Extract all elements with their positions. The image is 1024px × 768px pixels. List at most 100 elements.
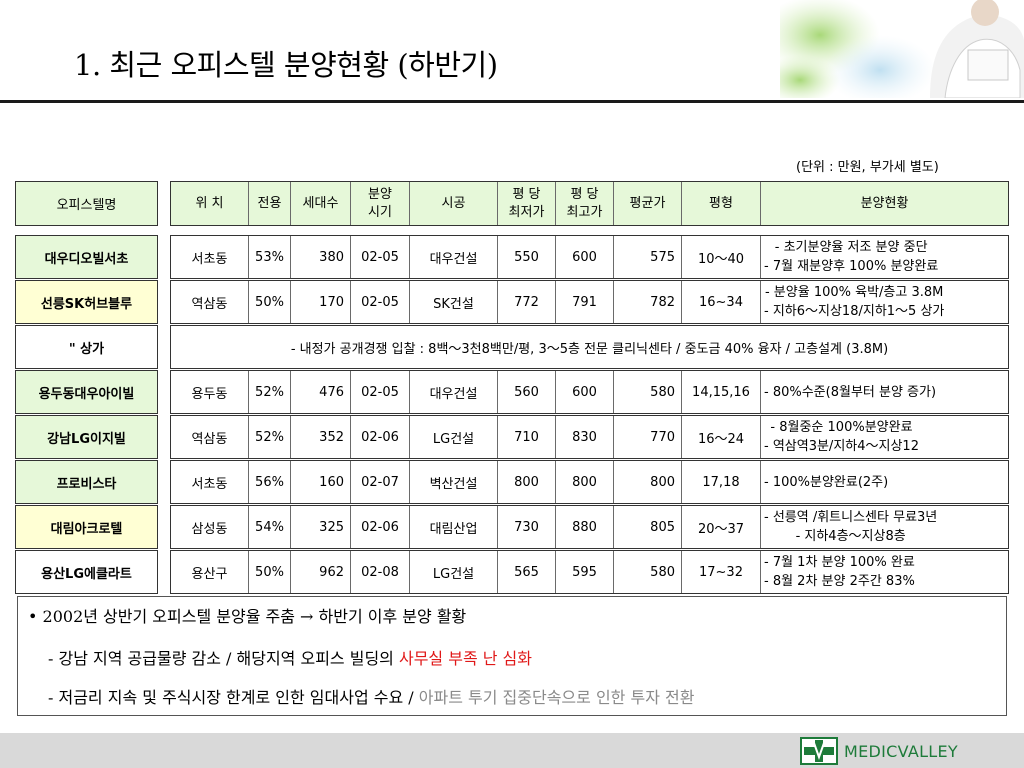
status-lines: - 초기분양율 저조 분양 중단 - 7월 재분양후 100% 분양완료 <box>764 238 938 276</box>
header-decoration-image <box>780 0 1024 98</box>
col-header-exclusive: 전용 <box>249 182 291 225</box>
cell-sale-period: 02-06 <box>351 416 410 458</box>
cell-units: 160 <box>291 461 351 503</box>
cell-units: 962 <box>291 551 351 593</box>
row-name-3: " 상가 <box>15 325 158 369</box>
cell-status: - 80%수준(8월부터 분양 증가) <box>761 371 1008 413</box>
cell-avg-price: 580 <box>614 551 682 593</box>
cell-max-price: 600 <box>556 236 614 278</box>
summary-line-3: - 저금리 지속 및 주식시장 한계로 인한 임대사업 수요 / 아파트 투기 … <box>48 684 694 708</box>
cell-units: 380 <box>291 236 351 278</box>
summary-line-1: • 2002년 상반기 오피스텔 분양율 주춤 → 하반기 이후 분양 활황 <box>28 607 467 626</box>
status-line: - 선릉역 /휘트니스센타 무료3년 <box>764 510 938 525</box>
cell-exclusive: 52% <box>249 371 291 413</box>
status-line: - 100%분양완료(2주) <box>764 474 889 490</box>
cell-avg-price: 805 <box>614 506 682 548</box>
status-line: - 지하4층～지상8층 <box>795 529 906 544</box>
status-line: - 8월 2차 분양 2주간 83% <box>764 574 915 589</box>
summary-line-2: - 강남 지역 공급물량 감소 / 해당지역 오피스 빌딩의 사무실 부족 난 … <box>48 645 532 669</box>
cell-min-price: 710 <box>498 416 556 458</box>
row-name-4: 용두동대우아이빌 <box>15 370 158 414</box>
status-line: - 초기분양율 저조 분양 중단 <box>774 240 928 255</box>
col-header-location: 위 치 <box>171 182 249 225</box>
cell-location: 역삼동 <box>171 416 249 458</box>
brand-logo: MEDICVALLEY <box>800 737 958 765</box>
col-header-min-price: 평 당 최저가 <box>498 182 556 225</box>
unit-note: (단위 : 만원, 부가세 별도) <box>796 160 939 175</box>
name-column-header: 오피스텔명 <box>15 181 158 226</box>
status-lines: - 7월 1차 분양 100% 완료 - 8월 2차 분양 2주간 83% <box>764 553 915 591</box>
status-lines: - 100%분양완료(2주) <box>764 473 888 492</box>
status-line: - 역삼역3분/지하4～지상12 <box>764 439 919 454</box>
cell-sale-period: 02-07 <box>351 461 410 503</box>
title-divider <box>0 100 1024 103</box>
row-name-7: 대림아크로텔 <box>15 505 158 549</box>
cell-size: 16~34 <box>682 281 761 323</box>
cell-min-price: 550 <box>498 236 556 278</box>
cell-avg-price: 800 <box>614 461 682 503</box>
cell-avg-price: 580 <box>614 371 682 413</box>
merged-cell: - 내정가 공개경쟁 입찰 : 8백～3천8백만/평, 3～5층 전문 클리닉센… <box>290 341 889 357</box>
medicvalley-logo-icon <box>800 737 838 765</box>
cell-exclusive: 50% <box>249 281 291 323</box>
status-lines: - 80%수준(8월부터 분양 증가) <box>764 383 936 402</box>
cell-builder: SK건설 <box>410 281 498 323</box>
table-row: - 내정가 공개경쟁 입찰 : 8백～3천8백만/평, 3～5층 전문 클리닉센… <box>170 325 1009 369</box>
summary-line-2-text: - 강남 지역 공급물량 감소 / 해당지역 오피스 빌딩의 <box>48 649 399 668</box>
cell-size: 10～40 <box>682 236 761 278</box>
col-header-units: 세대수 <box>291 182 351 225</box>
cell-size: 17~32 <box>682 551 761 593</box>
col-header-avg-price: 평균가 <box>614 182 682 225</box>
status-lines: - 분양율 100% 육박/층고 3.8M - 지하6～지상18/지하1～5 상가 <box>764 283 944 321</box>
cell-units: 476 <box>291 371 351 413</box>
summary-line-3-highlight: 아파트 투기 집중단속으로 인한 투자 전환 <box>418 688 695 707</box>
cell-exclusive: 56% <box>249 461 291 503</box>
cell-location: 서초동 <box>171 461 249 503</box>
cell-sale-period: 02-08 <box>351 551 410 593</box>
row-name-5: 강남LG이지빌 <box>15 415 158 459</box>
status-line: - 80%수준(8월부터 분양 증가) <box>764 384 937 400</box>
cell-location: 용두동 <box>171 371 249 413</box>
status-lines: - 8월중순 100%분양완료 - 역삼역3분/지하4～지상12 <box>764 418 919 456</box>
cell-max-price: 791 <box>556 281 614 323</box>
cell-location: 서초동 <box>171 236 249 278</box>
cell-min-price: 565 <box>498 551 556 593</box>
cell-exclusive: 52% <box>249 416 291 458</box>
status-lines: - 선릉역 /휘트니스센타 무료3년 - 지하4층～지상8층 <box>764 508 937 546</box>
cell-status: - 8월중순 100%분양완료 - 역삼역3분/지하4～지상12 <box>761 416 1008 458</box>
cell-sale-period: 02-05 <box>351 281 410 323</box>
cell-sale-period: 02-05 <box>351 371 410 413</box>
table-row: 서초동 53% 380 02-05 대우건설 550 600 575 10～40- 초기분양율 … <box>170 235 1009 279</box>
brand-name: MEDICVALLEY <box>844 741 959 761</box>
footer-bar <box>0 733 1024 768</box>
row-name-2: 선릉SK허브블루 <box>15 280 158 324</box>
row-name-1: 대우디오빌서초 <box>15 235 158 279</box>
cell-size: 20～37 <box>682 506 761 548</box>
cell-avg-price: 575 <box>614 236 682 278</box>
row-name-6: 프로비스타 <box>15 460 158 504</box>
cell-builder: 대우건설 <box>410 236 498 278</box>
cell-max-price: 830 <box>556 416 614 458</box>
cell-size: 16～24 <box>682 416 761 458</box>
table-row: 용산구 50% 962 02-08 LG건설 565 595 580 17~32- 7월 1차 … <box>170 550 1009 594</box>
row-name-8: 용산LG에클라트 <box>15 550 158 594</box>
cell-builder: 대우건설 <box>410 371 498 413</box>
cell-sale-period: 02-06 <box>351 506 410 548</box>
col-header-size: 평형 <box>682 182 761 225</box>
cell-status: - 선릉역 /휘트니스센타 무료3년 - 지하4층～지상8층 <box>761 506 1008 548</box>
cell-location: 역삼동 <box>171 281 249 323</box>
cell-builder: LG건설 <box>410 416 498 458</box>
col-header-builder: 시공 <box>410 182 498 225</box>
status-line: - 8월중순 100%분양완료 <box>770 420 913 435</box>
cell-min-price: 800 <box>498 461 556 503</box>
cell-units: 325 <box>291 506 351 548</box>
cell-status: - 분양율 100% 육박/층고 3.8M - 지하6～지상18/지하1～5 상가 <box>761 281 1008 323</box>
table-row: 역삼동 52% 352 02-06 LG건설 710 830 770 16～24- 8월중순 1… <box>170 415 1009 459</box>
summary-box: • 2002년 상반기 오피스텔 분양율 주춤 → 하반기 이후 분양 활황 -… <box>17 596 1007 716</box>
cell-exclusive: 53% <box>249 236 291 278</box>
summary-line-2-highlight: 사무실 부족 난 심화 <box>398 649 533 668</box>
cell-units: 170 <box>291 281 351 323</box>
cell-size: 17,18 <box>682 461 761 503</box>
table-row: 서초동 56% 160 02-07 벽산건설 800 800 800 17,18- 100%분양… <box>170 460 1009 504</box>
cell-sale-period: 02-05 <box>351 236 410 278</box>
